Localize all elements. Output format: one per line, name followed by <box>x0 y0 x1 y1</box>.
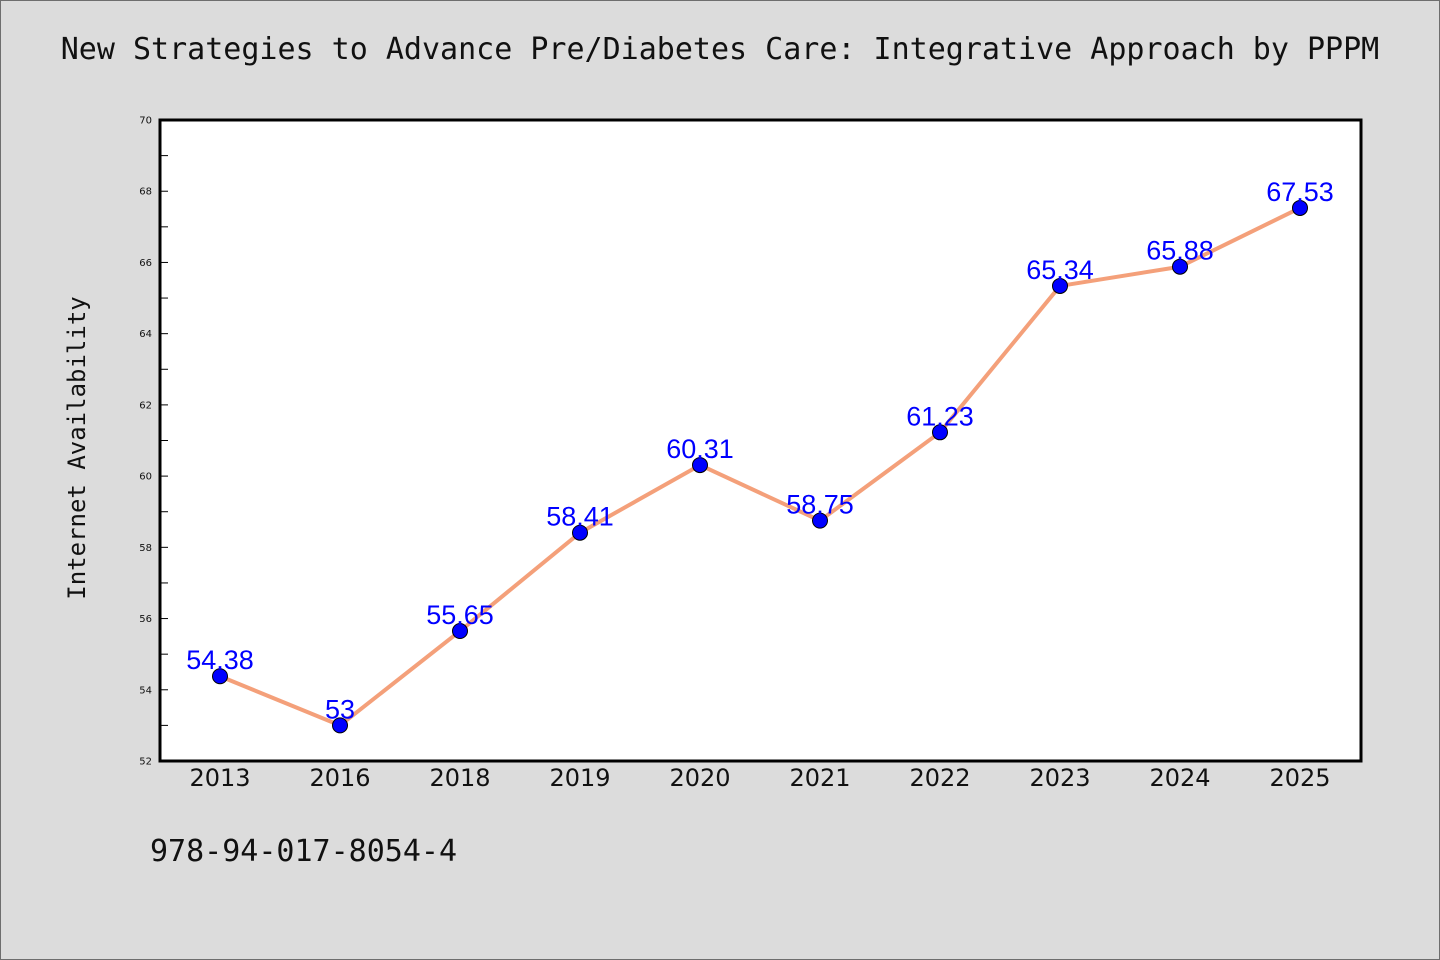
data-point <box>332 717 348 734</box>
data-point <box>212 668 228 685</box>
x-tick-label: 2016 <box>309 764 370 792</box>
data-point <box>1172 258 1188 275</box>
y-tick-label: 62 <box>139 400 152 411</box>
data-label: 58.75 <box>786 490 854 520</box>
data-point <box>812 512 828 529</box>
y-tick-label: 54 <box>139 685 152 696</box>
x-tick-label: 2018 <box>429 764 490 792</box>
x-tick-label: 2019 <box>549 764 610 792</box>
y-tick-label: 66 <box>139 258 152 269</box>
y-tick-label: 58 <box>139 543 152 554</box>
x-tick-label: 2025 <box>1269 764 1330 792</box>
data-point <box>572 524 588 541</box>
data-point <box>1052 277 1068 294</box>
data-label: 65.34 <box>1026 255 1094 285</box>
y-tick-label: 70 <box>139 116 152 127</box>
x-tick-label: 2020 <box>669 764 730 792</box>
series-group <box>212 199 1308 734</box>
chart-title: New Strategies to Advance Pre/Diabetes C… <box>60 32 1380 67</box>
data-label: 58.41 <box>546 502 614 532</box>
x-tick-label: 2023 <box>1029 764 1090 792</box>
y-tick-label: 68 <box>139 187 152 198</box>
x-tick-label: 2021 <box>789 764 850 792</box>
y-tick-label: 52 <box>139 757 152 768</box>
series-line <box>219 206 1301 728</box>
plot-border <box>158 118 1363 763</box>
data-point <box>932 424 948 441</box>
y-tick-label: 56 <box>139 614 152 625</box>
data-label: 54.38 <box>186 645 254 675</box>
data-label: 65.88 <box>1146 236 1214 266</box>
y-axis-label: Internet Availability <box>63 296 91 599</box>
data-label: 61.23 <box>906 401 974 431</box>
y-tick-label: 60 <box>139 472 152 483</box>
data-label: 55.65 <box>426 600 494 630</box>
data-labels: 54.38 53 55.65 58.41 60.31 58.75 61.23 65.34 65.… <box>186 177 1334 724</box>
x-tick-label: 2013 <box>189 764 250 792</box>
data-label: 60.31 <box>666 434 734 464</box>
x-tick-label: 2024 <box>1149 764 1210 792</box>
data-point <box>452 623 468 640</box>
x-tick-label: 2022 <box>909 764 970 792</box>
data-label: 67.53 <box>1266 177 1334 207</box>
data-label: 53 <box>325 694 355 724</box>
y-tick-label: 64 <box>139 329 152 340</box>
x-axis: 2013 2016 2018 2019 2020 2021 2022 2023 2024 2025 <box>189 764 1330 792</box>
plot-area <box>160 120 1361 761</box>
data-point <box>1292 199 1308 216</box>
footer-isbn: 978-94-017-8054-4 <box>150 834 458 869</box>
data-point <box>692 457 708 474</box>
